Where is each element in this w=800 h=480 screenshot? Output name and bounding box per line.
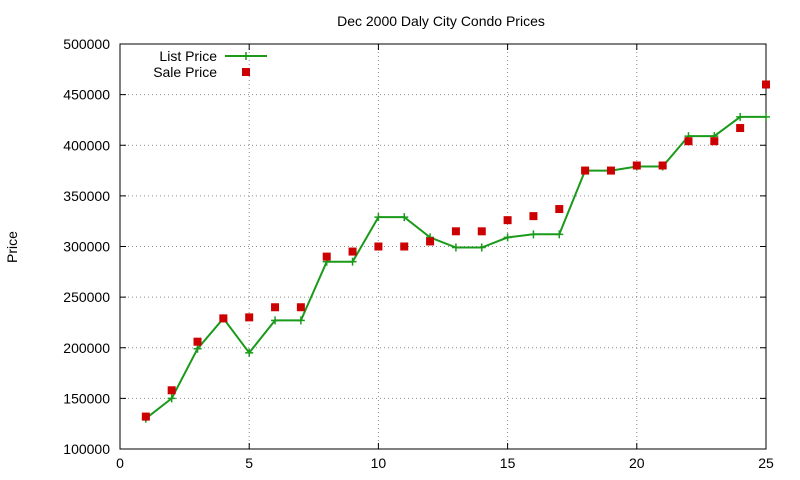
sale-price-point [632,161,641,170]
sale-price-point [710,137,719,146]
list-price-point [503,233,512,242]
y-tick-label: 150000 [63,390,110,406]
sale-price-point [426,237,435,246]
y-tick-label: 100000 [63,441,110,457]
sale-price-point [348,247,357,256]
y-tick-label: 250000 [63,289,110,305]
sale-price-point [555,205,564,214]
list-price-point [374,213,383,222]
list-price-point [167,394,176,403]
x-tick-label: 5 [245,455,253,471]
y-tick-label: 450000 [63,87,110,103]
legend-label-sale-price: Sale Price [153,64,217,80]
list-price-point [245,348,254,357]
chart-title: Dec 2000 Daly City Condo Prices [337,13,545,29]
y-tick-label: 200000 [63,340,110,356]
tick-labels: 0 5 10 15 20 25 100000 150000 200000 250000 300000… [63,36,774,471]
sale-price-point [477,227,486,236]
x-tick-label: 10 [371,455,387,471]
sale-price-point [529,212,538,221]
sale-price-point [684,137,693,146]
sale-price-point [193,337,202,346]
list-price-point [451,243,460,252]
sale-price-point [606,166,615,175]
list-price-point [477,243,486,252]
legend-marker-list-price [242,52,250,60]
sale-price-point [141,412,150,421]
list-price-point [348,257,357,266]
sale-price-point [451,227,460,236]
list-price-point [762,112,770,121]
sale-price-series [141,80,770,421]
sale-price-point [219,314,228,323]
list-price-point [555,230,564,239]
sale-price-point [296,303,305,312]
sale-price-point [503,216,512,225]
x-tick-label: 25 [758,455,774,471]
x-tick-label: 0 [116,455,124,471]
list-price-point [736,112,745,121]
sale-price-point [736,124,745,133]
sale-price-point [581,166,590,175]
sale-price-point [245,313,254,322]
sale-price-point [167,386,176,395]
list-price-point [529,230,538,239]
legend-marker-sale-price [242,68,250,76]
list-price-point [271,316,280,325]
y-axis-label: Price [4,231,20,263]
y-tick-label: 400000 [63,137,110,153]
sale-price-point [374,242,383,251]
series [141,80,770,423]
sale-price-point [322,252,331,261]
x-tick-label: 15 [500,455,516,471]
legend-label-list-price: List Price [159,48,217,64]
axes [119,43,767,450]
sale-price-point [658,161,667,170]
sale-price-point [400,242,409,251]
x-tick-label: 20 [629,455,645,471]
list-price-point [193,344,202,353]
y-tick-label: 350000 [63,188,110,204]
y-tick-label: 500000 [63,36,110,52]
list-price-point [296,316,305,325]
y-tick-label: 300000 [63,239,110,255]
sale-price-point [762,80,770,89]
sale-price-point [271,303,280,312]
list-price-point [400,213,409,222]
